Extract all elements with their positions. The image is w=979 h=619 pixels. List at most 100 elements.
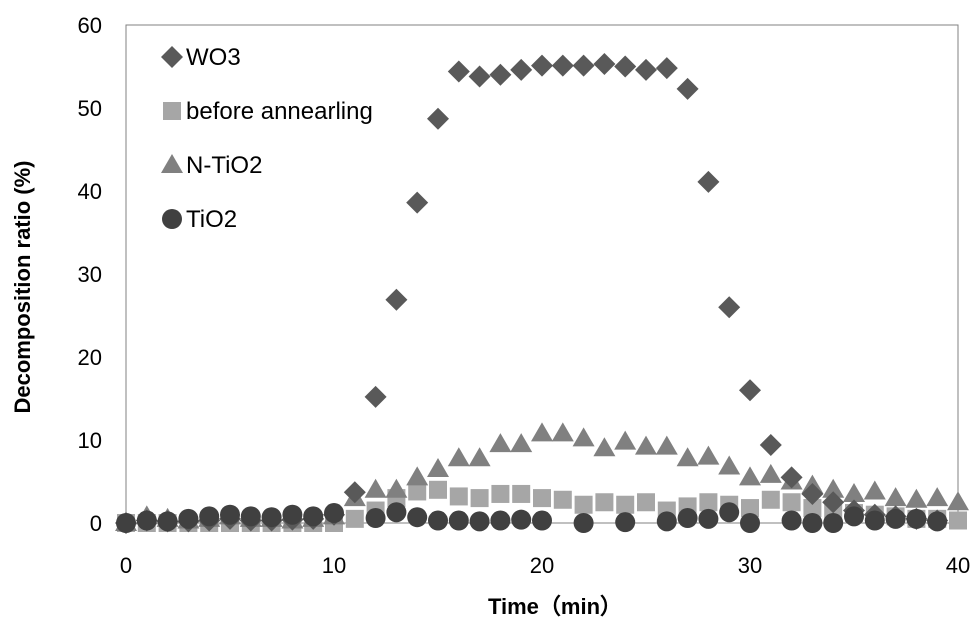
- circle-point: [615, 512, 636, 533]
- y-tick-label: 10: [78, 428, 102, 453]
- circle-point: [282, 504, 303, 525]
- triangle-point: [843, 482, 865, 502]
- circle-point: [386, 502, 407, 523]
- diamond-point: [489, 63, 512, 86]
- triangle-point: [364, 478, 387, 498]
- circle-point: [532, 510, 552, 531]
- triangle-point: [655, 435, 678, 455]
- triangle-point: [822, 478, 845, 498]
- triangle-point: [884, 487, 907, 507]
- circle-point: [220, 504, 240, 525]
- diamond-point: [593, 53, 616, 76]
- x-tick-label: 10: [322, 553, 346, 578]
- triangle-point: [905, 488, 928, 508]
- triangle-point: [447, 447, 470, 467]
- triangle-point: [489, 433, 512, 453]
- circle-point: [448, 510, 469, 531]
- circle-point: [116, 513, 136, 533]
- diamond-point: [531, 54, 553, 77]
- legend: WO3 before annearling N-TiO2 TiO2: [161, 44, 373, 233]
- diamond-point: [551, 54, 574, 77]
- circle-point: [303, 506, 324, 527]
- square-point: [741, 499, 759, 518]
- square-point: [574, 495, 593, 514]
- legend-marker-circle: [162, 209, 182, 229]
- legend-marker-diamond: [161, 46, 183, 68]
- y-tick-label: 0: [90, 511, 102, 536]
- triangle-point: [863, 480, 886, 500]
- square-point: [595, 493, 614, 512]
- series-circle: [116, 502, 948, 533]
- circle-point: [490, 510, 511, 531]
- legend-label: WO3: [186, 44, 241, 71]
- triangle-point: [385, 478, 408, 498]
- circle-point: [864, 510, 885, 531]
- diamond-point: [635, 58, 657, 81]
- circle-point: [511, 509, 532, 530]
- triangle-point: [468, 447, 491, 467]
- square-point: [761, 490, 780, 509]
- triangle-point: [510, 433, 533, 453]
- y-tick-label: 40: [78, 179, 102, 204]
- y-axis-ticks: 0 10 20 30 40 50 60: [78, 13, 102, 536]
- data-marks: [115, 53, 969, 534]
- circle-point: [740, 513, 760, 533]
- circle-point: [573, 513, 594, 533]
- square-point: [470, 489, 489, 508]
- circle-point: [199, 506, 220, 527]
- x-tick-label: 30: [738, 553, 762, 578]
- triangle-point: [947, 491, 969, 511]
- circle-point: [407, 507, 428, 528]
- diamond-point: [718, 296, 741, 319]
- diamond-point: [447, 60, 470, 83]
- legend-label: TiO2: [186, 206, 237, 233]
- diamond-point: [655, 57, 678, 80]
- circle-point: [823, 513, 844, 533]
- triangle-point: [427, 458, 449, 478]
- circle-point: [656, 511, 677, 532]
- diamond-point: [676, 77, 699, 100]
- diamond-point: [739, 379, 761, 402]
- x-tick-label: 20: [530, 553, 554, 578]
- circle-point: [136, 510, 157, 531]
- square-point: [782, 493, 801, 512]
- legend-marker-triangle: [161, 154, 183, 173]
- triangle-point: [676, 447, 699, 467]
- triangle-point: [572, 427, 595, 447]
- circle-point: [719, 502, 740, 523]
- triangle-point: [739, 466, 761, 486]
- square-point: [491, 484, 510, 503]
- square-point: [408, 482, 427, 501]
- triangle-point: [926, 487, 949, 507]
- diamond-point: [822, 491, 845, 514]
- circle-point: [469, 511, 490, 532]
- square-point: [803, 499, 822, 518]
- triangle-point: [635, 435, 657, 455]
- square-point: [429, 480, 447, 499]
- square-point: [949, 511, 967, 530]
- diamond-point: [780, 466, 803, 489]
- diamond-point: [759, 433, 782, 456]
- square-point: [699, 493, 718, 512]
- triangle-point: [406, 466, 429, 486]
- triangle-point: [593, 437, 616, 457]
- diamond-point: [697, 170, 720, 193]
- legend-label: N-TiO2: [186, 152, 262, 179]
- triangle-point: [759, 463, 782, 483]
- y-tick-label: 60: [78, 13, 102, 38]
- diamond-point: [614, 55, 637, 78]
- diamond-point: [406, 191, 429, 214]
- diamond-point: [801, 482, 824, 505]
- triangle-point: [697, 445, 720, 465]
- circle-point: [428, 510, 448, 531]
- diamond-point: [343, 481, 366, 504]
- circle-point: [927, 511, 948, 532]
- square-point: [616, 495, 635, 514]
- square-point: [637, 493, 655, 512]
- circle-point: [240, 506, 261, 527]
- legend-marker-square: [163, 102, 181, 120]
- circle-point: [365, 508, 386, 529]
- circle-point: [781, 510, 802, 531]
- diamond-point: [385, 288, 408, 311]
- square-point: [345, 509, 364, 528]
